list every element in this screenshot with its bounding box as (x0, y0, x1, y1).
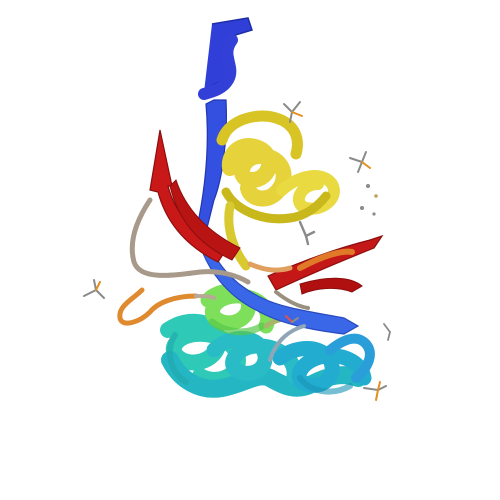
ligand-center-small (285, 315, 299, 323)
ligand-center (298, 220, 316, 246)
ligand-right (349, 151, 371, 173)
strand-red-sheet (149, 129, 384, 295)
helix-yellow (216, 110, 340, 271)
ligand-bottom-right (363, 381, 387, 401)
ligand-top (283, 101, 303, 123)
strand-blue-n-terminus (195, 17, 360, 335)
ligand-small-dots (360, 184, 378, 216)
helix-cyan-bundle (160, 313, 375, 398)
loops (117, 197, 310, 362)
ligand-left (83, 279, 105, 299)
ligand-right-mid (383, 323, 391, 341)
